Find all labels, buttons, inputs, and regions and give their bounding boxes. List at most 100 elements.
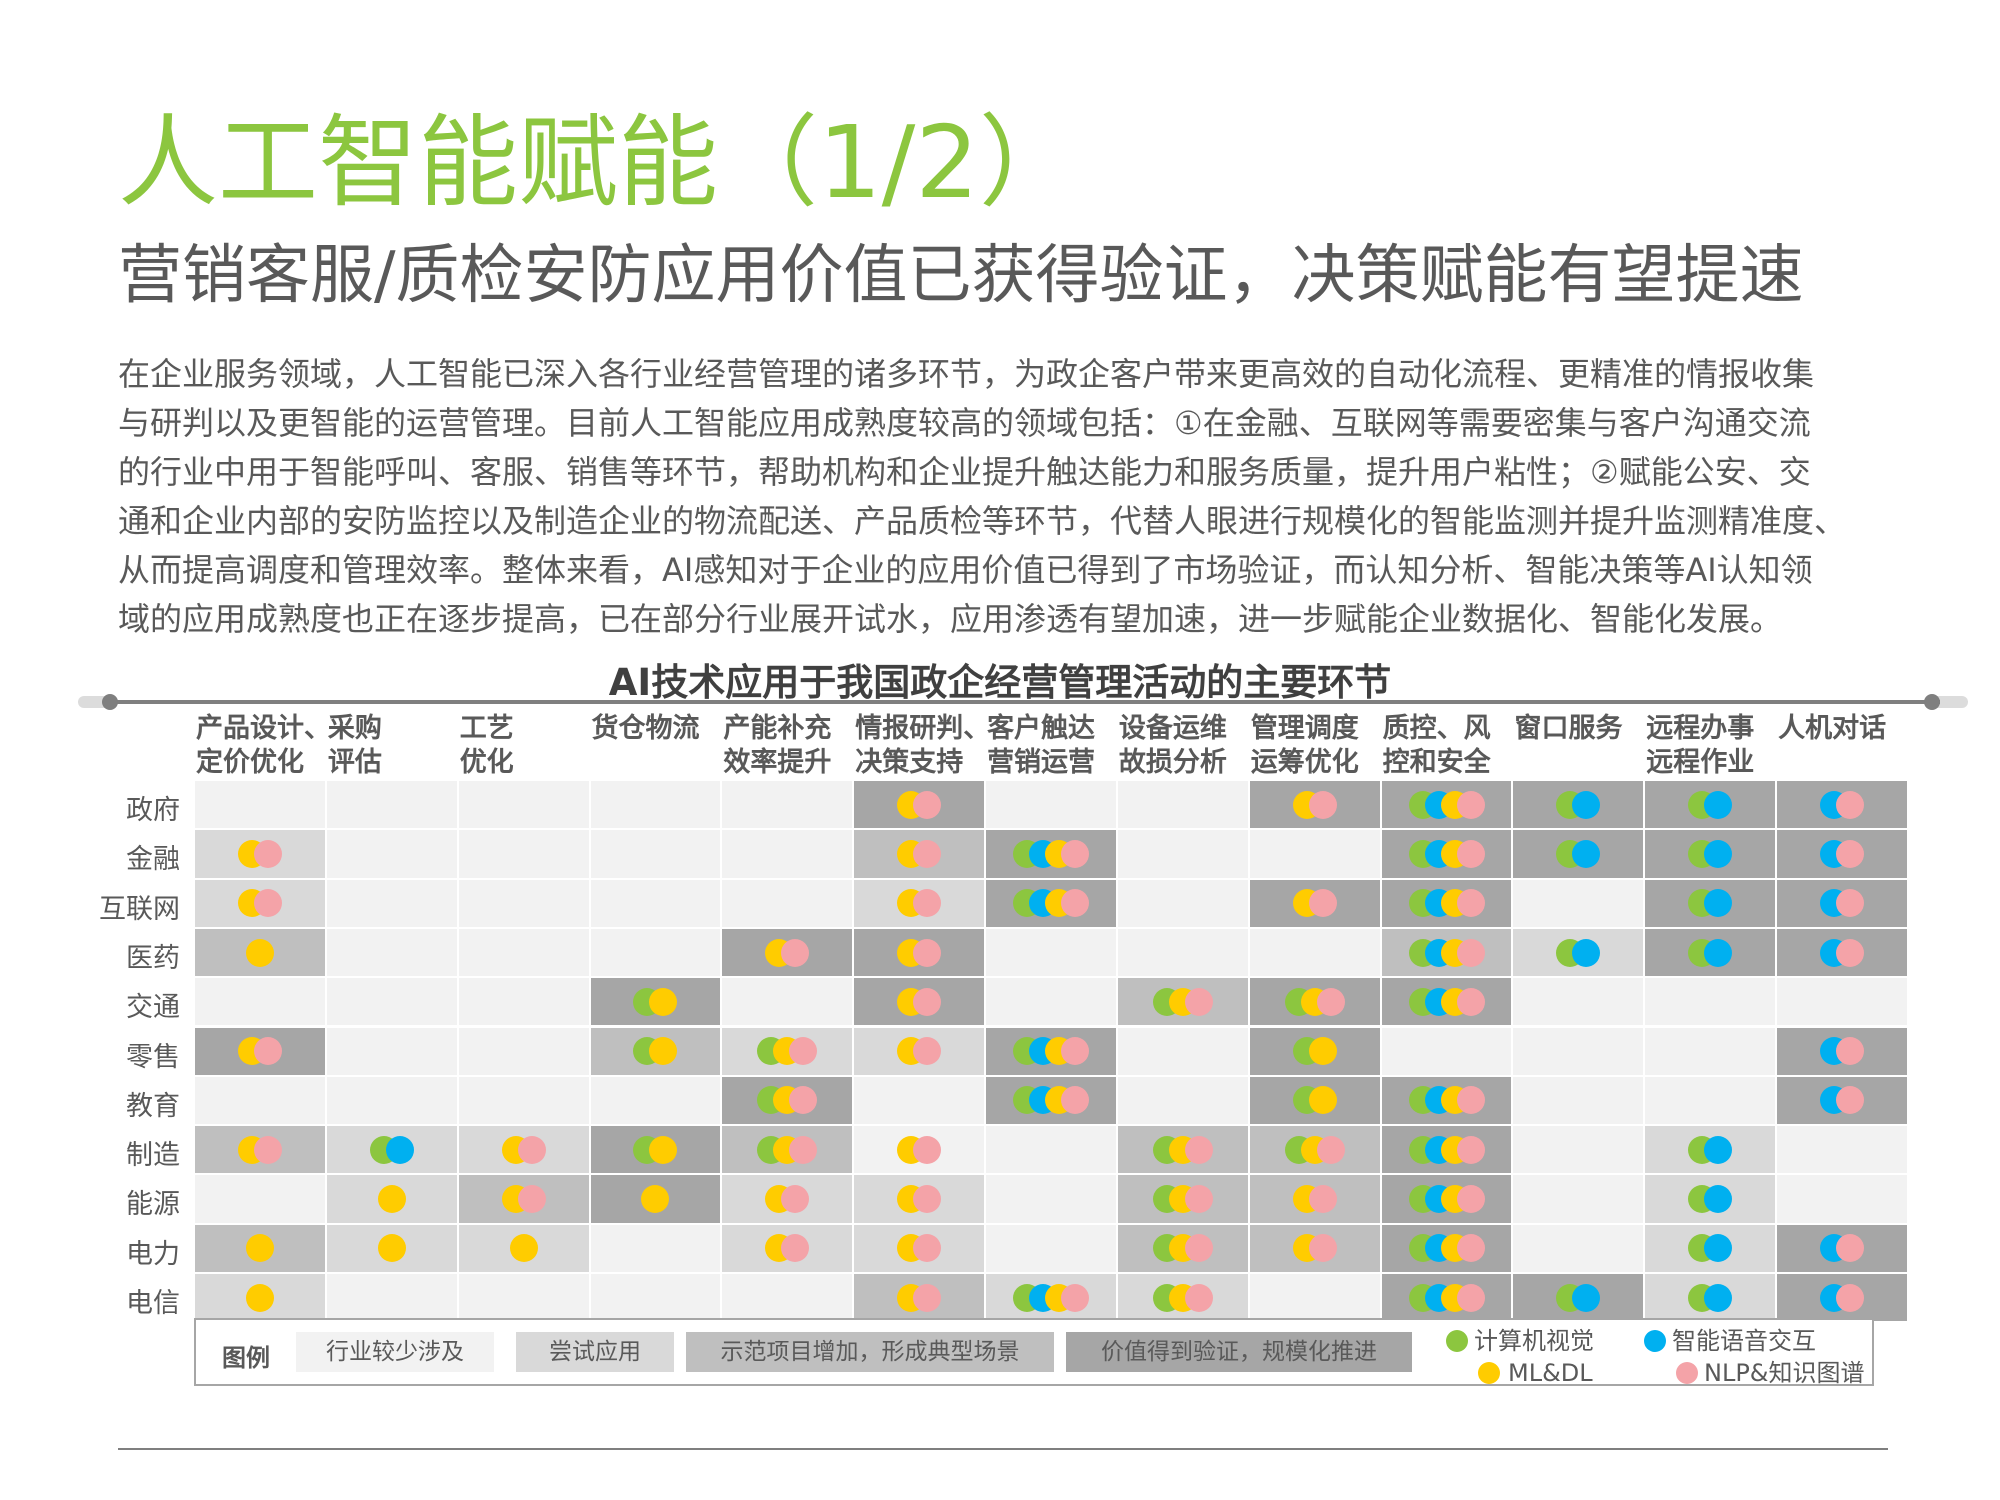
tech-dot-nlp (1061, 889, 1089, 918)
tech-dot-nlp (1456, 1135, 1485, 1164)
tech-dot-voice (1704, 1234, 1733, 1263)
row-label: 电力 (126, 1238, 180, 1270)
legend-level-2: 示范项目增加，形成典型场景 (686, 1332, 1054, 1372)
matrix-cell (326, 1274, 457, 1322)
column-header-line: 远程作业 (1646, 747, 1755, 778)
matrix-cell (1513, 1126, 1644, 1174)
tech-dot-voice (1704, 889, 1733, 918)
body-paragraph: 在企业服务领域，人工智能已深入各行业经营管理的诸多环节，为政企客户带来更高效的自… (118, 350, 1918, 644)
tech-dot-nlp (1836, 790, 1865, 819)
matrix-cell (1513, 978, 1644, 1026)
column-header-line: 决策支持 (855, 747, 964, 778)
legend-voice-dot (1644, 1330, 1666, 1352)
matrix-cell (722, 781, 853, 829)
matrix-cell (326, 1076, 457, 1125)
tech-dot-voice (1704, 1185, 1733, 1214)
tech-dot-ml (377, 1234, 406, 1263)
matrix-cell (1117, 928, 1248, 977)
tech-dot-ml (641, 1185, 670, 1214)
tech-dot-nlp (1184, 1185, 1213, 1214)
tech-dot-voice (385, 1135, 414, 1164)
column-header-line: 货仓物流 (591, 713, 700, 744)
column-header: 质控、风 控和安全 (1383, 712, 1491, 780)
matrix-cell (195, 781, 325, 829)
row-label: 政府 (126, 795, 180, 826)
column-header-line: 管理调度 (1250, 713, 1359, 744)
matrix-cell (326, 1027, 457, 1075)
matrix-cell (1513, 1076, 1644, 1125)
matrix-cell (326, 781, 457, 829)
matrix-cell (986, 978, 1116, 1026)
column-header-line: 客户触达 (987, 713, 1096, 744)
tech-dot-nlp (517, 1135, 546, 1164)
column-header: 管理调度 运筹优化 (1251, 712, 1359, 780)
matrix-cell (458, 1076, 589, 1125)
tech-dot-nlp (1456, 790, 1485, 819)
tech-dot-nlp (1836, 1283, 1865, 1312)
tech-dot-nlp (1184, 987, 1213, 1016)
matrix-cell (854, 1076, 985, 1125)
matrix-cell (590, 830, 721, 878)
body-line: 与研判以及更智能的运营管理。目前人工智能应用成熟度较高的领域包括：①在金融、互联… (118, 404, 1811, 442)
matrix-cell (1117, 879, 1248, 927)
matrix-cell (722, 879, 853, 927)
footer-rule (118, 1448, 1888, 1450)
matrix-cell (195, 1175, 325, 1223)
legend-level-3: 价值得到验证，规模化推进 (1066, 1332, 1412, 1372)
tech-dot-voice (1572, 938, 1601, 967)
matrix-cell (326, 830, 457, 878)
body-line: 的行业中用于智能呼叫、客服、销售等环节，帮助机构和企业提升触达能力和服务质量，提… (118, 453, 1811, 491)
tech-dot-nlp (1308, 1234, 1337, 1263)
matrix-cell (1249, 928, 1380, 977)
matrix-cell (458, 1027, 589, 1075)
tech-dot-nlp (913, 889, 942, 918)
legend-ml-dot (1478, 1362, 1500, 1384)
column-header: 设备运维 故损分析 (1119, 712, 1227, 780)
column-header-line: 产能补充 (723, 713, 832, 744)
matrix-cell (722, 830, 853, 878)
row-label: 医药 (126, 942, 180, 974)
matrix-cell (1249, 1274, 1380, 1322)
tech-dot-nlp (253, 889, 282, 918)
tech-dot-nlp (789, 1135, 818, 1164)
tech-dot-nlp (1836, 1037, 1865, 1066)
column-header: 产能补充 效率提升 (723, 712, 831, 780)
tech-dot-nlp (789, 1086, 818, 1115)
tech-dot-voice (1572, 839, 1601, 868)
column-header-line: 定价优化 (196, 747, 304, 778)
column-header-line: 人机对话 (1778, 713, 1887, 744)
column-header: 人机对话 (1778, 712, 1886, 746)
tech-dot-nlp (1184, 1234, 1213, 1263)
column-header-line: 评估 (327, 747, 382, 778)
tech-dot-nlp (517, 1185, 546, 1214)
matrix-cell (1777, 1175, 1907, 1223)
tech-dot-ml (649, 1135, 678, 1164)
rule-endpoint-left (102, 694, 118, 710)
tech-dot-nlp (913, 839, 942, 868)
tech-dot-nlp (1456, 889, 1485, 918)
tech-dot-nlp (913, 938, 942, 967)
row-label: 交通 (126, 992, 180, 1024)
rule-endpoint-right (1924, 694, 1940, 710)
matrix-cell (1513, 1175, 1644, 1223)
column-header-line: 采购 (327, 713, 382, 744)
matrix-cell (986, 1126, 1116, 1174)
matrix-cell (722, 978, 853, 1026)
matrix-cell (590, 1076, 721, 1125)
row-label: 电信 (126, 1288, 180, 1319)
tech-dot-voice (1704, 790, 1733, 819)
row-label: 能源 (126, 1189, 180, 1221)
tech-dot-nlp (1836, 889, 1865, 918)
matrix-cell (1117, 1027, 1248, 1075)
body-line: 通和企业内部的安防监控以及制造企业的物流配送、产品质检等环节，代替人眼进行规模化… (118, 502, 1847, 540)
legend-ml-label: ML&DL (1508, 1359, 1593, 1387)
column-header-line: 产品设计、 (196, 713, 331, 744)
tech-dot-nlp (913, 1135, 942, 1164)
matrix-cell (590, 879, 721, 927)
body-line: 在企业服务领域，人工智能已深入各行业经营管理的诸多环节，为政企客户带来更高效的自… (118, 355, 1815, 393)
matrix-cell (458, 978, 589, 1026)
tech-dot-nlp (1316, 987, 1345, 1016)
row-label: 零售 (126, 1041, 180, 1073)
tech-dot-ml (245, 938, 274, 967)
matrix-cell (1777, 978, 1907, 1026)
